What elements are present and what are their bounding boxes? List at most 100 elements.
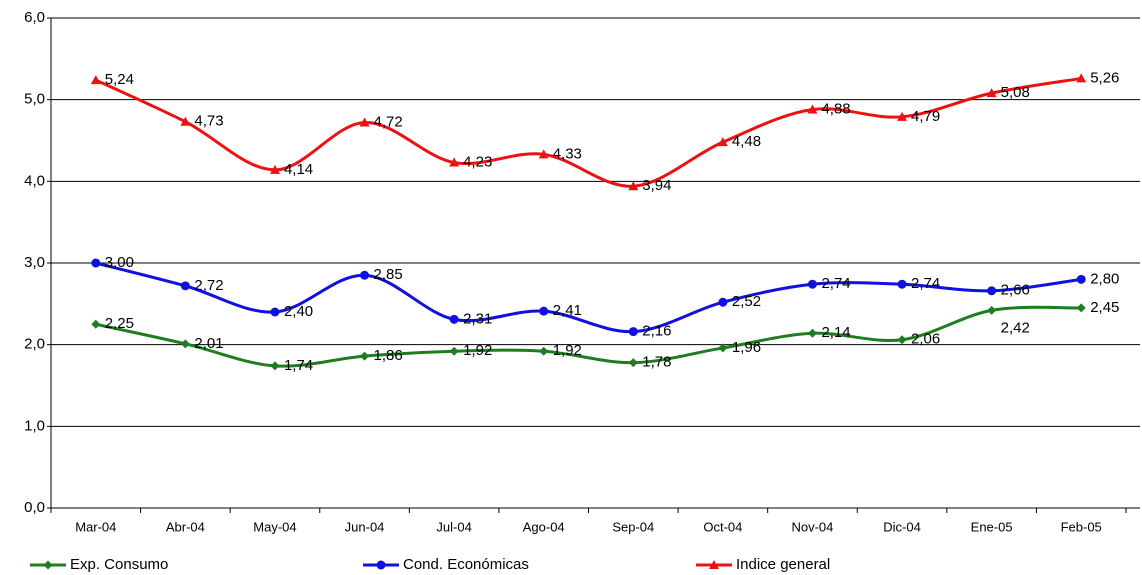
line	[95, 261, 1082, 334]
data-label: 4,23	[463, 154, 492, 171]
marker	[807, 328, 817, 338]
x-tick-label: Sep-04	[612, 519, 654, 534]
data-label: 4,73	[194, 113, 223, 130]
marker	[717, 137, 728, 147]
data-label: 4,72	[374, 114, 403, 131]
marker	[986, 88, 997, 98]
legend-label: Cond. Económicas	[403, 556, 529, 573]
line	[95, 76, 1082, 188]
marker	[897, 111, 908, 121]
data-label: 3,00	[105, 254, 134, 271]
marker	[270, 307, 280, 317]
series: 3,00 2,72 2,40 2,85 2,31 2,41 2,16 2,52 2,74 2,74…	[91, 254, 1119, 340]
x-tick-label: Feb-05	[1061, 519, 1102, 534]
data-label: 2,52	[732, 293, 761, 310]
series: 2,25 2,01 1,74 1,86 1,92 1,92 1,78 1,96 2,14 2,06…	[91, 299, 1119, 374]
data-label: 2,85	[374, 266, 403, 283]
marker	[90, 75, 101, 85]
x-tick-label: Ago-04	[523, 519, 565, 534]
data-label: 2,14	[821, 324, 850, 341]
marker	[180, 281, 190, 291]
marker	[628, 327, 638, 337]
marker	[1076, 274, 1086, 284]
x-tick-label: Abr-04	[166, 519, 205, 534]
data-label: 2,06	[911, 331, 940, 348]
marker	[718, 343, 728, 353]
y-tick-label: 6,0	[24, 9, 45, 26]
marker	[360, 270, 370, 280]
data-label: 2,40	[284, 303, 313, 320]
marker	[91, 319, 101, 329]
data-label: 2,74	[911, 275, 940, 292]
marker	[539, 346, 549, 356]
data-label: 2,31	[463, 310, 492, 327]
data-label: 5,08	[1001, 84, 1030, 101]
marker	[987, 286, 997, 296]
legend-label: Exp. Consumo	[70, 556, 168, 573]
marker	[360, 351, 370, 361]
data-label: 2,80	[1090, 270, 1119, 287]
y-tick-label: 2,0	[24, 336, 45, 353]
marker	[807, 104, 818, 114]
data-label: 4,14	[284, 161, 313, 178]
marker	[897, 335, 907, 345]
data-label: 4,33	[553, 145, 582, 162]
series: 5,24 4,73 4,14 4,72 4,23 4,33 3,94 4,48 4,88 4,79…	[90, 69, 1119, 194]
x-tick-label: Jun-04	[345, 519, 385, 534]
marker	[538, 149, 549, 159]
legend-marker	[709, 560, 719, 569]
x-tick-label: Ene-05	[971, 519, 1013, 534]
data-label: 1,96	[732, 339, 761, 356]
data-label: 2,16	[642, 323, 671, 340]
data-label: 1,92	[553, 342, 582, 359]
y-tick-label: 5,0	[24, 91, 45, 108]
data-label: 2,42	[1001, 319, 1030, 336]
x-tick-label: Nov-04	[791, 519, 833, 534]
legend-item: Cond. Económicas	[363, 556, 529, 573]
data-label: 2,01	[194, 335, 223, 352]
legend-marker	[376, 560, 386, 570]
data-label: 4,88	[821, 100, 850, 117]
data-label: 2,72	[194, 277, 223, 294]
marker	[897, 279, 907, 289]
x-tick-label: May-04	[253, 519, 296, 534]
marker	[1076, 303, 1086, 313]
y-tick-label: 3,0	[24, 254, 45, 271]
x-tick-label: Jul-04	[436, 519, 471, 534]
marker	[1076, 73, 1087, 83]
legend-marker	[43, 560, 53, 570]
marker	[91, 258, 101, 268]
data-label: 5,24	[105, 71, 134, 88]
data-label: 2,45	[1090, 299, 1119, 316]
x-tick-label: Dic-04	[883, 519, 921, 534]
marker	[359, 117, 370, 127]
marker	[269, 164, 280, 174]
marker	[449, 346, 459, 356]
legend-item: Indice general	[696, 556, 830, 573]
x-tick-label: Mar-04	[75, 519, 116, 534]
y-tick-label: 4,0	[24, 172, 45, 189]
data-label: 1,92	[463, 342, 492, 359]
marker	[180, 339, 190, 349]
marker	[539, 306, 549, 316]
legend-label: Indice general	[736, 556, 830, 573]
marker	[628, 181, 639, 191]
y-tick-label: 0,0	[24, 499, 45, 516]
data-label: 4,79	[911, 108, 940, 125]
data-label: 1,74	[284, 357, 313, 374]
line	[95, 305, 1082, 368]
marker	[270, 361, 280, 371]
marker	[180, 116, 191, 126]
data-label: 2,25	[105, 315, 134, 332]
marker	[628, 358, 638, 368]
marker	[449, 314, 459, 324]
y-tick-label: 1,0	[24, 417, 45, 434]
data-label: 2,74	[821, 275, 850, 292]
data-label: 2,66	[1001, 282, 1030, 299]
data-label: 5,26	[1090, 69, 1119, 86]
marker	[449, 157, 460, 167]
data-label: 3,94	[642, 177, 671, 194]
legend-item: Exp. Consumo	[30, 556, 168, 573]
data-label: 1,78	[642, 354, 671, 371]
